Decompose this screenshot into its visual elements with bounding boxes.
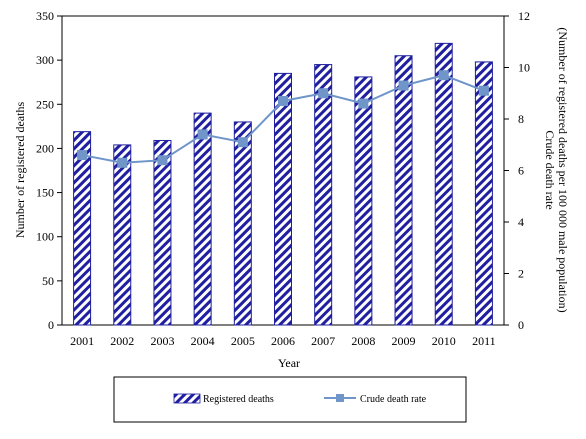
y2-tick-label: 4 bbox=[518, 215, 524, 229]
bar bbox=[474, 61, 493, 326]
y2-tick-label: 10 bbox=[518, 61, 530, 75]
y-tick-label: 0 bbox=[48, 318, 54, 332]
y-tick-label: 100 bbox=[36, 230, 54, 244]
bar bbox=[274, 72, 292, 326]
bar bbox=[354, 76, 373, 326]
data-point bbox=[157, 155, 168, 166]
bar bbox=[314, 64, 333, 326]
bar bbox=[113, 144, 132, 326]
x-tick-label: 2004 bbox=[191, 334, 215, 348]
data-point bbox=[438, 70, 449, 81]
y2-tick-label: 12 bbox=[518, 9, 530, 23]
right-y-axis: 0 2 4 6 8 10 12 bbox=[504, 9, 530, 332]
y2-tick-label: 6 bbox=[518, 164, 524, 178]
data-point bbox=[478, 85, 489, 96]
legend-label-registered-deaths: Registered deaths bbox=[203, 394, 274, 405]
x-tick-label: 2008 bbox=[351, 334, 375, 348]
y2-tick-label: 0 bbox=[518, 318, 524, 332]
y-tick-label: 350 bbox=[36, 9, 54, 23]
x-tick-label: 2011 bbox=[472, 334, 496, 348]
legend-label-crude-death-rate: Crude death rate bbox=[360, 394, 427, 405]
y2-axis-title-line1: Crude death rate bbox=[543, 130, 557, 209]
x-tick-label: 2007 bbox=[311, 334, 335, 348]
x-tick-label: 2003 bbox=[150, 334, 174, 348]
y2-tick-label: 2 bbox=[518, 267, 524, 281]
y-tick-label: 50 bbox=[42, 274, 54, 288]
x-tick-label: 2001 bbox=[70, 334, 94, 348]
y-tick-label: 200 bbox=[36, 141, 54, 155]
y-tick-label: 150 bbox=[36, 186, 54, 200]
legend: Registered deaths Crude death rate bbox=[113, 376, 467, 423]
y2-axis-title-line2: (Number of registered deaths per 100 000… bbox=[556, 27, 570, 312]
y-axis-title: Number of registered deaths bbox=[13, 102, 27, 239]
legend-swatch-registered-deaths bbox=[173, 393, 201, 404]
x-axis-title: Year bbox=[278, 356, 300, 370]
y-tick-label: 250 bbox=[36, 97, 54, 111]
line-series bbox=[77, 70, 489, 168]
y-tick-label: 300 bbox=[36, 53, 54, 67]
data-point bbox=[318, 88, 329, 99]
legend-marker-crude-death-rate bbox=[336, 394, 344, 402]
x-tick-label: 2002 bbox=[110, 334, 134, 348]
bar bbox=[153, 139, 172, 326]
left-y-axis: 0 50 100 150 200 250 300 350 bbox=[36, 9, 62, 332]
data-point bbox=[398, 80, 409, 91]
x-tick-label: 2010 bbox=[432, 334, 456, 348]
y2-tick-label: 8 bbox=[518, 112, 524, 126]
x-axis: 2001 2002 2003 2004 2005 2006 2007 2008 2009 2010… bbox=[70, 334, 496, 348]
bar-series bbox=[73, 42, 493, 326]
data-point bbox=[237, 137, 248, 148]
x-tick-label: 2009 bbox=[392, 334, 416, 348]
data-point bbox=[117, 157, 128, 168]
bar bbox=[233, 121, 252, 326]
legend-box bbox=[113, 376, 467, 423]
x-tick-label: 2005 bbox=[231, 334, 255, 348]
data-point bbox=[197, 129, 208, 140]
bar bbox=[434, 42, 453, 326]
x-tick-label: 2006 bbox=[271, 334, 295, 348]
data-point bbox=[358, 98, 369, 109]
bar bbox=[394, 55, 413, 326]
data-point bbox=[278, 95, 288, 106]
data-point bbox=[77, 150, 88, 161]
bar bbox=[73, 131, 92, 326]
bar bbox=[193, 112, 212, 326]
